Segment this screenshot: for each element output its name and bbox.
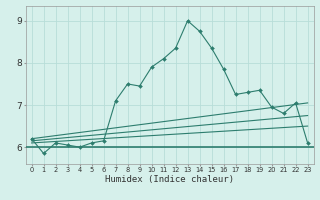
X-axis label: Humidex (Indice chaleur): Humidex (Indice chaleur) — [105, 175, 234, 184]
